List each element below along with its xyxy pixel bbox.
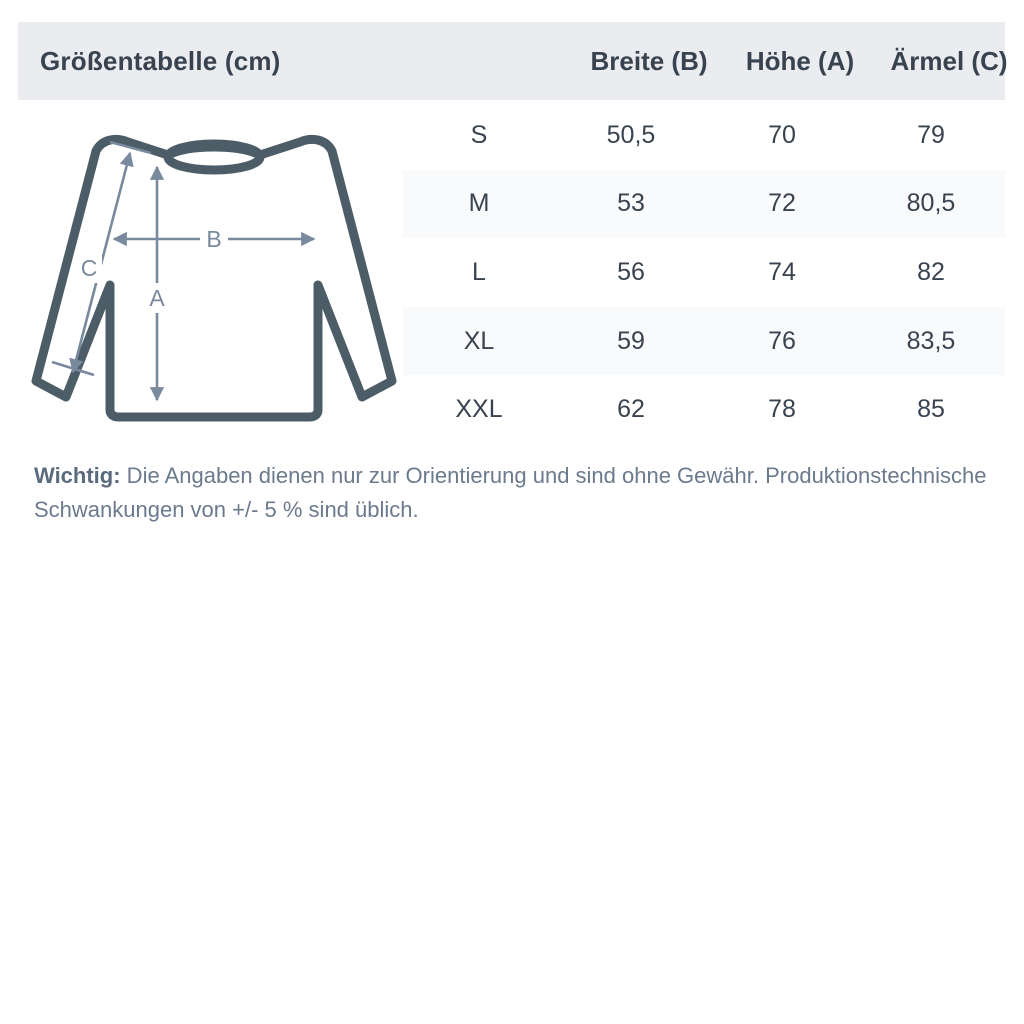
table-row: XXL 62 78 85: [403, 375, 1005, 444]
cell-height: 74: [768, 257, 796, 286]
label-a: A: [149, 285, 165, 311]
label-c: C: [81, 255, 98, 281]
cell-sleeve: 85: [917, 395, 945, 424]
cell-size: S: [470, 120, 488, 149]
cell-width: 53: [617, 189, 645, 218]
cell-sleeve: 80,5: [906, 189, 956, 218]
cell-height: 78: [768, 395, 796, 424]
cell-sleeve: 83,5: [906, 326, 956, 355]
cell-size: M: [468, 189, 490, 218]
cell-height: 70: [768, 120, 796, 149]
table-row: L 56 74 82: [403, 238, 1005, 307]
garment-diagram: A B C: [18, 125, 403, 440]
cell-sleeve: 79: [917, 120, 945, 149]
column-header-height: Höhe (A): [745, 45, 855, 76]
table-row: M 53 72 80,5: [403, 169, 1005, 239]
cell-width: 62: [617, 395, 645, 424]
sweatshirt-outline: [31, 134, 397, 422]
table-row: XL 59 76 83,5: [403, 306, 1005, 376]
footnote: Wichtig: Die Angaben dienen nur zur Orie…: [34, 459, 994, 527]
cell-sleeve: 82: [917, 257, 945, 286]
cell-size: XL: [463, 326, 495, 355]
cell-width: 59: [617, 326, 645, 355]
measure-tick-c-bottom: [51, 360, 95, 377]
footnote-lead: Wichtig:: [34, 463, 121, 488]
footnote-text: Die Angaben dienen nur zur Orientierung …: [34, 463, 987, 522]
cell-size: L: [472, 257, 486, 286]
size-table-body: S 50,5 70 79 M 53 72 80,5 L 56 74 82 XL …: [403, 101, 1005, 444]
cell-height: 72: [768, 189, 796, 218]
cell-height: 76: [768, 326, 796, 355]
label-b: B: [206, 226, 221, 252]
measure-tick-c-top: [109, 140, 152, 155]
column-header-row: Breite (B) Höhe (A) Ärmel (C): [421, 22, 1023, 100]
cell-width: 56: [617, 257, 645, 286]
column-header-width: Breite (B): [590, 45, 708, 76]
page-title: Größentabelle (cm): [40, 45, 281, 76]
column-header-sleeve: Ärmel (C): [890, 45, 1008, 76]
table-header: Größentabelle (cm) Breite (B) Höhe (A) Ä…: [18, 22, 1008, 100]
cell-size: XXL: [455, 395, 503, 424]
cell-width: 50,5: [606, 120, 656, 149]
measurement-labels: A B C: [76, 223, 228, 313]
table-row: S 50,5 70 79: [403, 101, 1005, 170]
